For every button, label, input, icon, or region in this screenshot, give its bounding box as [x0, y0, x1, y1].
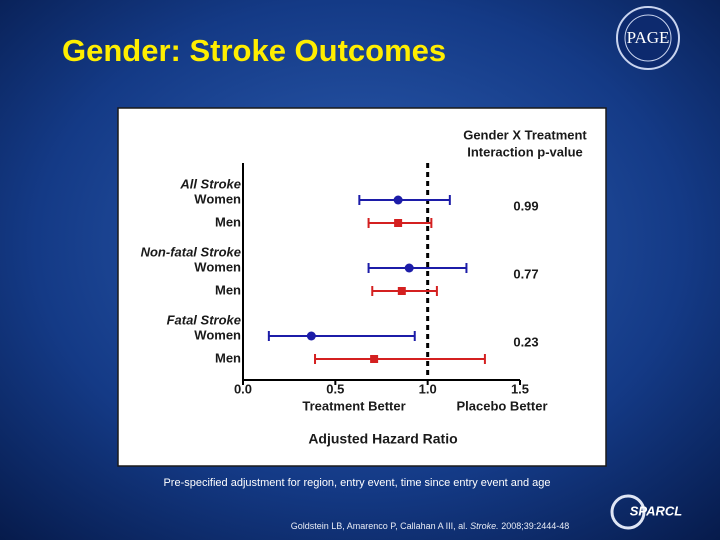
point [397, 287, 406, 295]
row-label: Men [215, 214, 241, 229]
row-label: Women [194, 259, 241, 274]
point [393, 195, 403, 205]
x-tick-label: 0.5 [326, 381, 344, 396]
p-value-header: Gender X Treatment [463, 127, 587, 142]
x-axis-label: Adjusted Hazard Ratio [308, 431, 457, 447]
row-label: Women [194, 191, 241, 206]
group-label: Fatal Stroke [167, 312, 241, 327]
forest-plot: 0.0 0.5 1.0 1.5 Treatment Better Placebo Bett… [141, 127, 588, 446]
chart-panel [117, 107, 607, 467]
logo-sparcl: SPARCL [610, 494, 683, 530]
slide-title: Gender: Stroke Outcomes [62, 33, 446, 68]
left-label: Treatment Better [302, 398, 405, 413]
point [394, 219, 403, 227]
citation: Goldstein LB, Amarenco P, Callahan A III… [291, 521, 570, 531]
x-tick-label: 0.0 [234, 381, 252, 396]
x-tick-label: 1.5 [511, 381, 529, 396]
citation-journal: Stroke. [470, 521, 499, 531]
right-label: Placebo Better [456, 398, 547, 413]
x-tick-label: 1.0 [419, 381, 437, 396]
p-value: 0.99 [513, 198, 538, 213]
point [370, 355, 379, 363]
citation-authors: Goldstein LB, Amarenco P, Callahan A III… [291, 521, 470, 531]
group-label: All Stroke [179, 176, 241, 191]
logo-text: SPARCL [630, 503, 683, 518]
row-label: Men [215, 350, 241, 365]
footnote: Pre-specified adjustment for region, ent… [163, 477, 550, 489]
logo-text: PAGE [627, 28, 670, 47]
group-label: Non-fatal Stroke [141, 244, 241, 259]
row-label: Women [194, 327, 241, 342]
row-label: Men [215, 282, 241, 297]
point [306, 331, 316, 341]
logo-page: PAGE [616, 6, 680, 70]
point [404, 263, 414, 273]
p-value-header: Interaction p-value [467, 144, 583, 159]
citation-details: 2008;39:2444-48 [499, 521, 570, 531]
p-value: 0.23 [513, 334, 538, 349]
p-value: 0.77 [513, 266, 538, 281]
